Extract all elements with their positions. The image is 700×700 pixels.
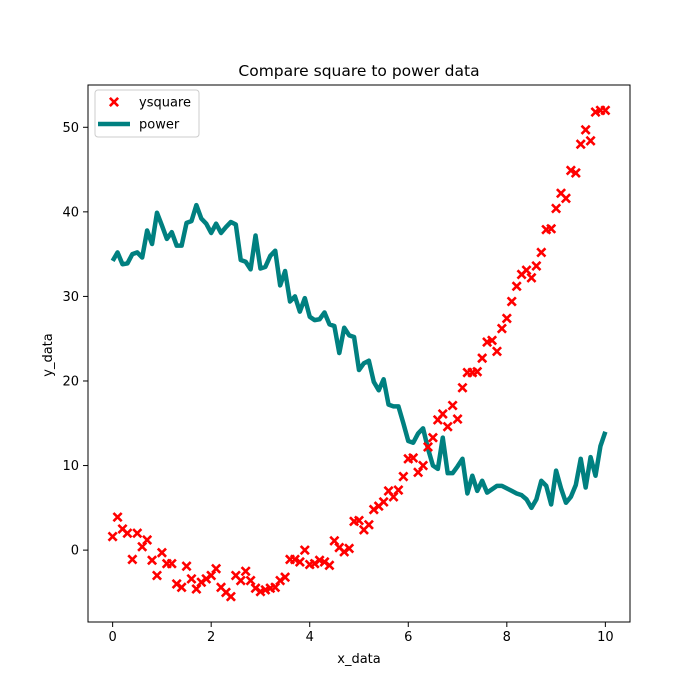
x-tick-label: 0: [108, 630, 116, 645]
data-point: [324, 560, 335, 571]
data-point: [477, 353, 488, 364]
data-point: [344, 543, 355, 554]
data-point: [127, 554, 138, 565]
data-point: [132, 528, 143, 539]
data-point: [299, 545, 310, 556]
data-point: [580, 124, 591, 135]
data-point: [151, 570, 163, 581]
data-point: [156, 547, 167, 558]
data-point: [280, 572, 291, 583]
data-point: [181, 561, 192, 572]
legend: ysquare power: [94, 89, 200, 138]
y-tick-label: 30: [62, 290, 79, 305]
data-point: [457, 382, 468, 393]
data-point: [600, 105, 611, 116]
data-point: [447, 400, 458, 411]
data-point: [398, 471, 409, 482]
x-tick-label: 2: [207, 630, 215, 645]
data-point: [442, 421, 453, 432]
data-point: [240, 566, 251, 577]
data-point: [107, 531, 118, 542]
data-point: [378, 496, 389, 507]
y-tick-label: 50: [62, 121, 79, 136]
series-points-ysquare: [107, 105, 611, 602]
y-tick-label: 20: [62, 374, 79, 389]
data-point: [422, 441, 434, 452]
axes-frame: [87, 84, 631, 623]
x-tick-label: 8: [503, 630, 511, 645]
data-point: [408, 452, 419, 463]
x-tick-label: 4: [306, 630, 314, 645]
data-point: [546, 223, 557, 234]
data-point: [418, 460, 429, 471]
data-point: [235, 575, 246, 586]
axis-ticks: 0 2 4 6 8 10 0 10 20 30 40 50: [62, 121, 613, 645]
data-point: [531, 260, 542, 272]
data-point: [225, 591, 236, 602]
data-point: [166, 558, 177, 569]
data-point: [551, 203, 562, 214]
x-axis-label: x_data: [337, 652, 380, 667]
plot-area: [107, 105, 611, 602]
data-point: [472, 366, 483, 377]
y-axis-label: y_data: [41, 333, 56, 376]
data-point: [501, 313, 512, 324]
data-point: [452, 414, 463, 425]
data-point: [142, 534, 153, 546]
chart-title: Compare square to power data: [238, 62, 479, 80]
plot-border: [87, 84, 631, 623]
data-point: [491, 346, 503, 357]
data-point: [353, 515, 365, 526]
y-tick-label: 40: [62, 205, 79, 220]
data-point: [511, 281, 522, 292]
data-point: [245, 575, 256, 586]
data-point: [427, 432, 438, 443]
data-point: [176, 582, 187, 593]
data-point: [526, 272, 537, 283]
data-point: [575, 139, 586, 150]
data-point: [521, 265, 532, 276]
data-point: [536, 247, 547, 258]
legend-label: ysquare: [139, 96, 191, 111]
data-point: [122, 528, 133, 539]
data-point: [112, 512, 123, 523]
data-point: [147, 555, 158, 566]
data-point: [560, 193, 571, 204]
data-point: [585, 135, 596, 146]
legend-item-ysquare: ysquare: [108, 96, 191, 111]
data-point: [294, 556, 305, 567]
series-line-power: [110, 202, 608, 511]
data-point: [437, 408, 448, 420]
legend-marker: [108, 96, 120, 108]
data-point: [186, 573, 197, 584]
data-point: [486, 335, 498, 346]
y-tick-label: 0: [71, 544, 79, 559]
x-tick-label: 10: [597, 630, 614, 645]
data-point: [393, 485, 404, 496]
data-point: [506, 296, 517, 307]
data-point: [570, 167, 581, 178]
data-point: [211, 563, 222, 574]
data-point: [496, 323, 507, 334]
legend-item-power: power: [98, 118, 180, 133]
y-tick-label: 10: [62, 459, 79, 474]
data-point: [289, 554, 300, 565]
x-tick-label: 6: [404, 630, 412, 645]
legend-label: power: [139, 118, 180, 133]
data-point: [565, 165, 576, 176]
data-point: [363, 519, 374, 530]
